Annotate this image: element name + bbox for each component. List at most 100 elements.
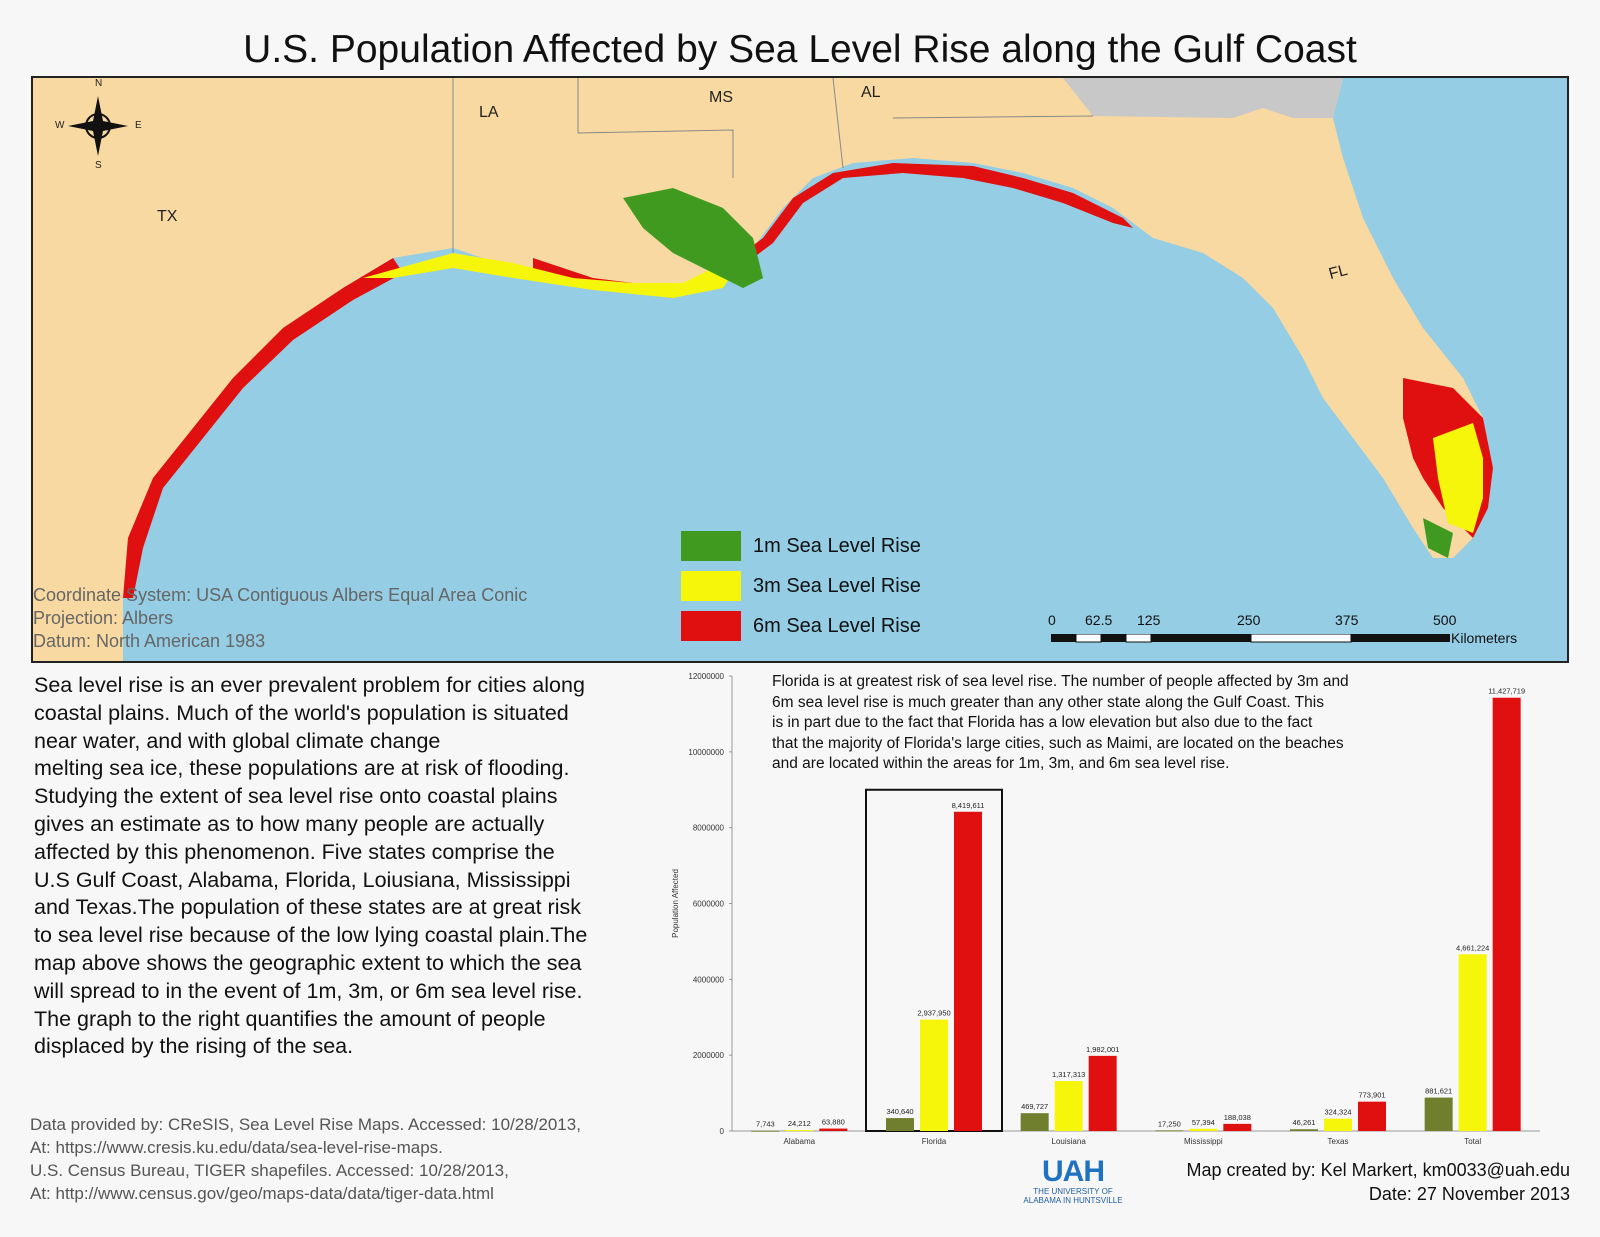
legend-item: 1m Sea Level Rise — [681, 526, 921, 566]
x-tick-label: Alabama — [784, 1137, 816, 1146]
bar — [1155, 1130, 1184, 1132]
legend-label: 1m Sea Level Rise — [753, 534, 921, 557]
state-borders — [452, 78, 1094, 253]
legend-label: 3m Sea Level Rise — [753, 574, 921, 597]
x-tick-label: Total — [1464, 1137, 1481, 1146]
uah-logo-mark: UAH — [1042, 1155, 1105, 1188]
bar — [1088, 1055, 1117, 1131]
bar — [1054, 1081, 1083, 1131]
bar — [1290, 1129, 1318, 1131]
scale-tick: 375 — [1335, 612, 1359, 628]
bar-data-label: 1,317,313 — [1052, 1070, 1085, 1079]
x-tick-label: Florida — [922, 1137, 947, 1146]
population-bar-chart: 0 2000000 4000000 6000000 8000000 10000000 120… — [671, 672, 1540, 1146]
bar — [920, 1019, 948, 1131]
state-label-ms: MS — [709, 89, 733, 106]
bar — [751, 1130, 780, 1132]
legend-item: 3m Sea Level Rise — [681, 566, 921, 606]
y-axis-label: Population Affected — [671, 869, 680, 938]
legend-swatch-3m — [681, 571, 741, 601]
legend-swatch-1m — [681, 531, 741, 561]
description-text: Sea level rise is an ever prevalent prob… — [34, 673, 588, 1059]
compass-w: W — [55, 120, 65, 131]
y-tick-label: 4000000 — [693, 975, 725, 984]
bar — [1492, 697, 1521, 1131]
scale-units: Kilometers — [1451, 630, 1518, 646]
bar-data-label: 340,640 — [886, 1107, 913, 1116]
uah-logo-line1: THE UNIVERSITY OF — [1033, 1187, 1113, 1196]
flood-1m-louisiana — [623, 188, 763, 288]
land-area — [33, 78, 1493, 661]
flood-3m-louisiana — [363, 253, 733, 298]
bar-data-label: 17,250 — [1158, 1119, 1181, 1128]
x-tick-label: Mississippi — [1184, 1137, 1223, 1146]
y-tick-label: 8000000 — [693, 824, 725, 833]
bar-data-label: 57,394 — [1192, 1118, 1215, 1127]
bar — [886, 1118, 914, 1131]
bar-data-label: 8,419,611 — [952, 801, 985, 810]
bar-data-label: 4,661,224 — [1456, 943, 1489, 952]
scale-tick: 250 — [1237, 612, 1261, 628]
bar — [954, 811, 982, 1131]
bar — [1358, 1101, 1386, 1131]
compass-n: N — [95, 78, 103, 89]
y-tick-label: 12000000 — [688, 672, 724, 681]
scale-bar: 0 62.5 125 250 375 500 Kilometers — [1048, 612, 1531, 652]
map-legend: 1m Sea Level Rise 3m Sea Level Rise 6m S… — [681, 526, 921, 646]
bar — [1324, 1118, 1352, 1131]
bar — [819, 1128, 848, 1131]
bar-data-label: 881,621 — [1425, 1087, 1452, 1096]
compass-s: S — [95, 160, 102, 171]
bar-data-label: 63,880 — [822, 1118, 845, 1127]
scale-tick: 125 — [1137, 612, 1161, 628]
bar-data-label: 24,212 — [788, 1119, 811, 1128]
projection: Projection: Albers — [33, 608, 174, 628]
scale-tick: 0 — [1048, 612, 1056, 628]
bar-data-label: 7,743 — [756, 1120, 775, 1129]
uah-logo: UAH THE UNIVERSITY OF ALABAMA IN HUNTSVI… — [1018, 1157, 1128, 1207]
bar — [1424, 1097, 1453, 1131]
compass-icon — [68, 96, 128, 156]
state-label-la: LA — [479, 104, 499, 121]
y-tick-label: 10000000 — [688, 748, 724, 757]
map-title: U.S. Population Affected by Sea Level Ri… — [243, 28, 1357, 71]
credit: Map created by: Kel Markert, km0033@uah.… — [1187, 1158, 1570, 1206]
bar — [1458, 954, 1487, 1131]
author-credit: Map created by: Kel Markert, km0033@uah.… — [1186, 1160, 1570, 1180]
bar — [1020, 1113, 1049, 1131]
legend-swatch-6m — [681, 611, 741, 641]
state-label-tx: TX — [157, 208, 178, 225]
other-land-area — [1063, 78, 1343, 118]
bar — [1189, 1128, 1218, 1131]
flood-3m-florida — [1433, 423, 1483, 533]
scale-bar-graphic — [1051, 634, 1450, 643]
data-sources: Data provided by: CReSIS, Sea Level Rise… — [30, 1115, 581, 1203]
bar-data-label: 1,982,001 — [1086, 1045, 1119, 1054]
bar — [1223, 1123, 1252, 1131]
legend-item: 6m Sea Level Rise — [681, 606, 921, 646]
bar-data-label: 46,261 — [1293, 1118, 1316, 1127]
chart-note: Florida is at greatest risk of sea level… — [772, 673, 1349, 773]
gulf-coast-map: N S E W TX LA MS AL FL 1m Sea Level Rise… — [31, 76, 1569, 663]
scale-tick: 500 — [1433, 612, 1457, 628]
compass-rose: N S E W — [53, 78, 143, 178]
bar-data-label: 469,727 — [1021, 1102, 1048, 1111]
bar-data-label: 773,901 — [1358, 1091, 1385, 1100]
bar-data-label: 324,324 — [1324, 1108, 1351, 1117]
scale-tick: 62.5 — [1085, 612, 1113, 628]
coordinate-system: Coordinate System: USA Contiguous Albers… — [33, 585, 528, 605]
y-tick-label: 2000000 — [693, 1051, 725, 1060]
compass-e: E — [135, 120, 142, 131]
bar-data-label: 188,038 — [1224, 1113, 1251, 1122]
state-label-al: AL — [861, 84, 881, 101]
datum: Datum: North American 1983 — [33, 631, 266, 651]
uah-logo-line2: ALABAMA IN HUNTSVILLE — [1023, 1196, 1123, 1205]
map-graphic — [33, 78, 1493, 661]
bar — [785, 1130, 814, 1132]
map-metadata: Coordinate System: USA Contiguous Albers… — [33, 584, 527, 653]
x-tick-label: Louisiana — [1052, 1137, 1087, 1146]
bar-data-label: 2,937,950 — [917, 1009, 950, 1018]
y-tick-label: 0 — [720, 1127, 725, 1136]
legend-label: 6m Sea Level Rise — [753, 614, 921, 637]
flood-1m-florida — [1423, 518, 1453, 558]
